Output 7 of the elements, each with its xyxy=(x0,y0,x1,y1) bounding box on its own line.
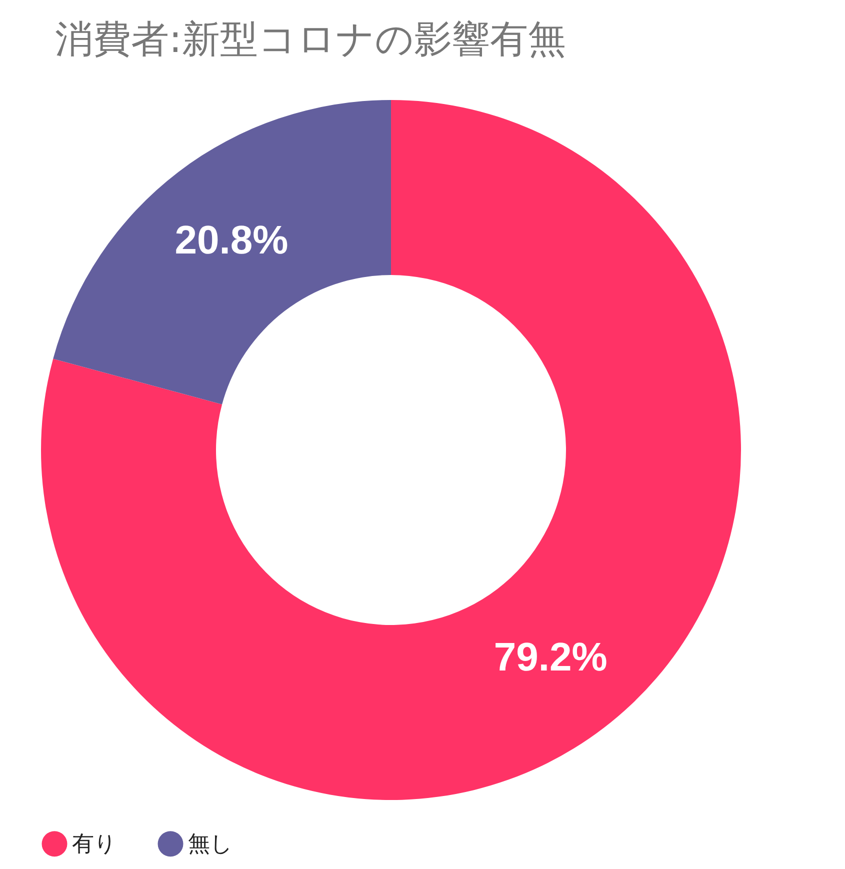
donut-slice xyxy=(53,100,391,404)
donut-slice xyxy=(41,100,741,800)
chart-title: 消費者:新型コロナの影響有無 xyxy=(55,17,566,61)
data-label: 79.2% xyxy=(494,635,608,680)
legend-label: 有り xyxy=(72,832,117,857)
data-label: 20.8% xyxy=(174,218,288,263)
legend-label: 無し xyxy=(188,832,233,857)
